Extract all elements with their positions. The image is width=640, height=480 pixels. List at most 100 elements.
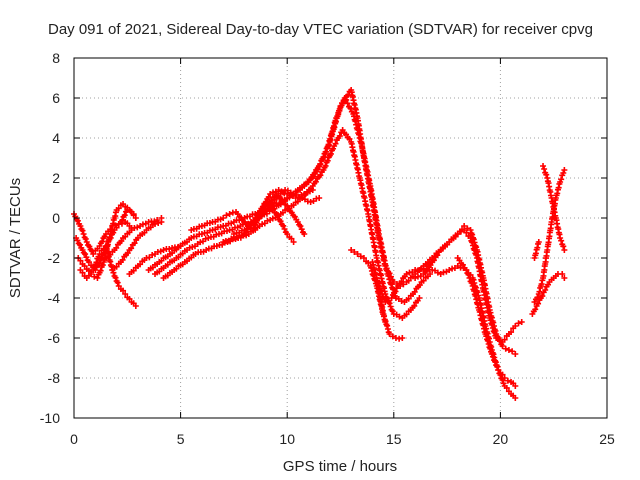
data-point [281,226,288,232]
data-point [559,271,566,277]
data-point [561,167,568,173]
data-point [347,105,354,112]
data-point [561,275,568,281]
data-point [99,262,106,269]
data-point [405,295,412,302]
data-point [560,243,567,250]
data-point [288,235,295,242]
data-point [317,172,324,179]
data-point [74,237,81,244]
data-point [512,351,519,357]
data-point [381,295,388,302]
data-point [223,212,230,219]
data-point [420,277,427,284]
y-tick-label: 4 [52,130,60,146]
data-point [351,249,358,255]
data-point [457,228,464,235]
x-tick-label: 0 [70,431,78,447]
data-point [90,251,97,257]
data-point [518,319,525,325]
data-point [309,187,316,193]
data-point [149,251,156,258]
data-point [122,233,129,240]
data-point [493,335,500,341]
data-point [378,287,385,294]
data-point [158,219,165,225]
data-point [314,166,321,173]
data-point [312,178,319,185]
data-point [541,166,548,172]
data-point [382,299,389,305]
data-point [96,251,103,257]
data-point [503,384,510,391]
data-point [336,107,343,114]
data-point [304,179,311,186]
y-tick-label: -4 [48,290,61,306]
data-point [365,259,372,266]
data-point [79,227,86,234]
data-point [83,254,90,261]
data-point [416,295,423,301]
data-point [112,274,119,281]
data-point [543,171,550,178]
data-point [154,217,161,223]
y-tick-label: 8 [52,50,60,66]
data-point [385,272,392,279]
y-tick-label: 6 [52,90,60,106]
data-point [399,335,406,341]
data-point [512,383,519,389]
data-point [512,395,519,401]
data-point [375,283,382,289]
data-point [558,237,565,244]
data-point [83,239,90,245]
data-point [389,333,396,340]
data-point [120,287,127,294]
data-point [113,263,120,270]
data-point [301,231,308,237]
data-point [496,337,503,343]
data-point [259,211,266,218]
data-point [459,261,466,268]
data-point [398,278,405,285]
data-point [91,273,98,280]
data-point [354,251,361,257]
data-point [382,319,389,325]
data-points [71,87,568,401]
data-point [85,272,92,279]
data-point [388,281,395,288]
y-tick-label: -2 [48,250,61,266]
data-point [264,205,271,212]
data-point [251,225,258,232]
data-point [324,157,331,164]
data-point [91,265,98,272]
data-point [122,291,129,297]
data-point [118,238,125,245]
y-tick-labels: -10 -8 -6 -4 -2 0 2 4 6 8 [40,50,60,426]
data-point [115,283,122,289]
data-point [424,259,431,266]
data-point [296,194,303,201]
data-point [132,215,139,221]
data-point [357,253,364,260]
data-point [414,267,421,274]
data-point [115,205,122,212]
data-point [535,239,542,245]
data-point [386,276,393,283]
data-point [532,306,539,313]
data-point [297,223,304,230]
data-point [77,257,84,264]
data-point [501,375,508,381]
data-point [336,133,343,140]
data-point [464,225,471,232]
data-point [540,163,547,169]
data-point [121,212,128,219]
y-axis-title: SDTVAR / TECUs [7,178,24,298]
data-point [534,294,541,301]
data-point [392,288,399,295]
x-tick-label: 25 [599,431,615,447]
data-point [348,247,355,253]
data-point [94,275,101,281]
data-point [468,279,475,286]
data-point [334,113,341,120]
